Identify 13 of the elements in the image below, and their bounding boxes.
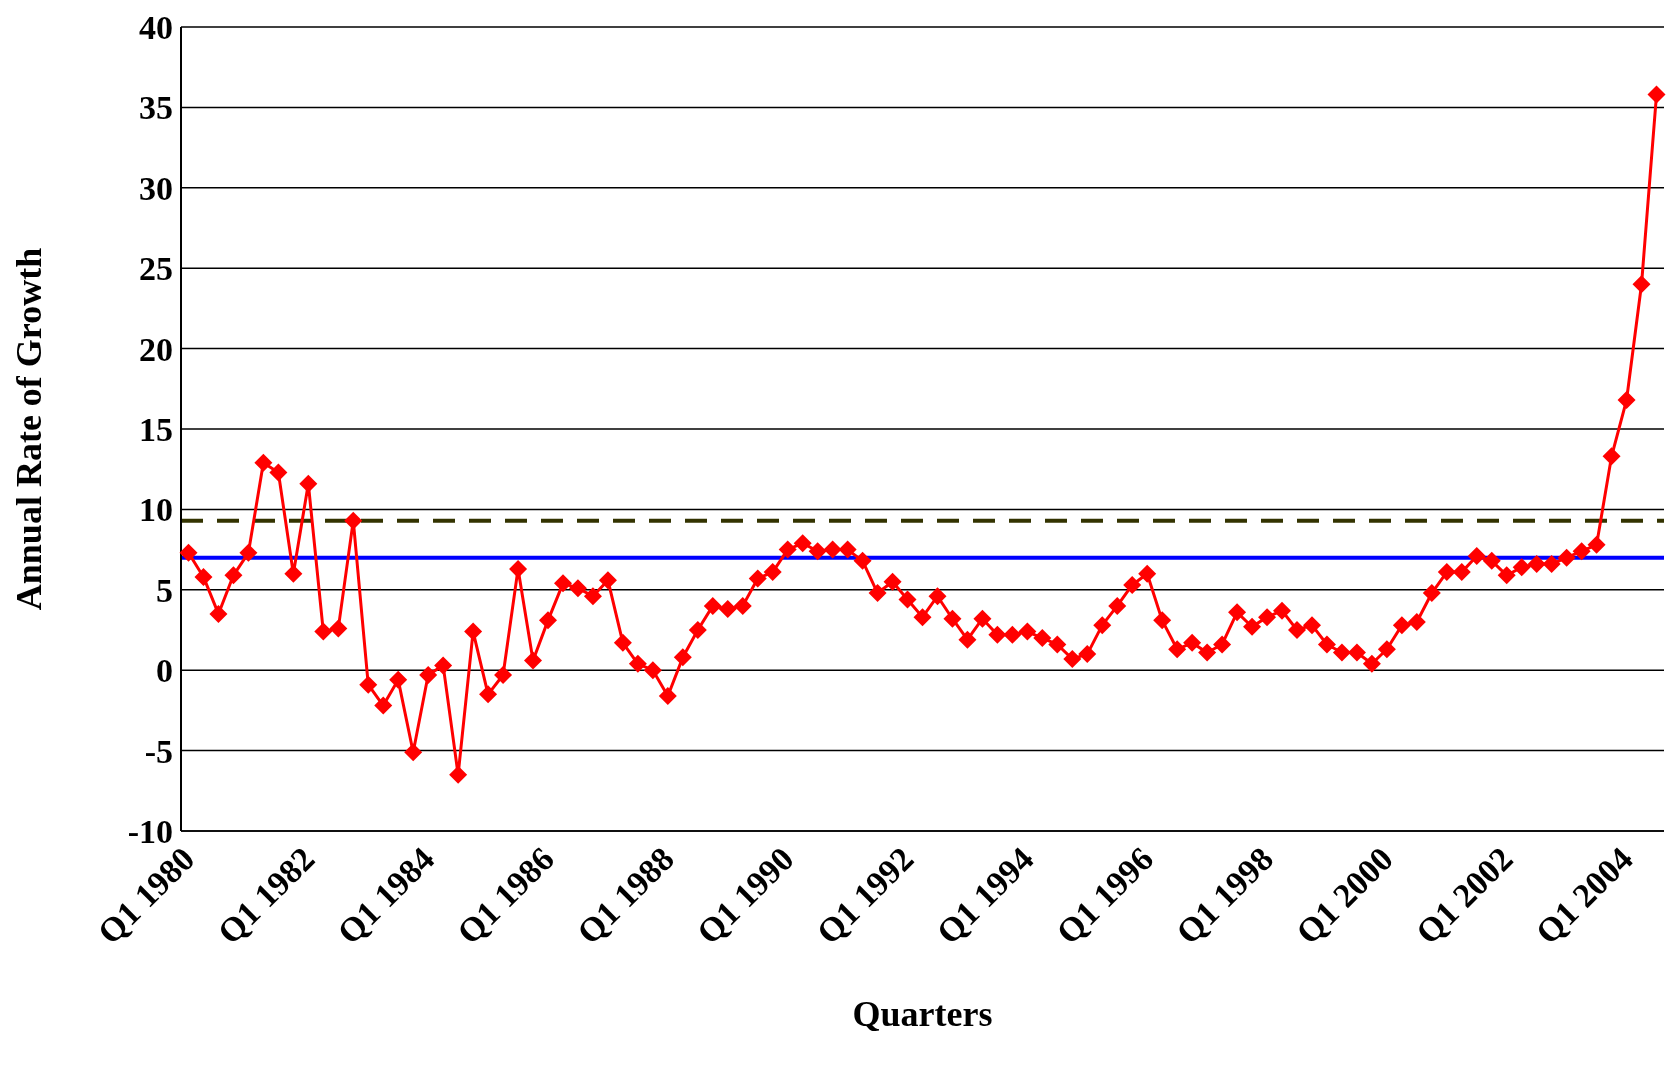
y-tick-label: 25 (139, 250, 173, 288)
y-tick-label: -5 (144, 732, 173, 770)
y-tick-label: -10 (127, 813, 173, 851)
y-tick-label: 5 (156, 571, 173, 609)
y-axis-title: Annual Rate of Growth (8, 247, 49, 611)
y-tick-label: 35 (139, 89, 173, 127)
y-tick-label: 0 (156, 652, 173, 690)
y-tick-label: 30 (139, 169, 173, 207)
y-tick-label: 15 (139, 411, 173, 449)
y-tick-label: 20 (139, 330, 173, 368)
y-tick-label: 40 (139, 9, 173, 47)
x-axis-title: Quarters (852, 994, 993, 1034)
y-tick-label: 10 (139, 491, 173, 529)
